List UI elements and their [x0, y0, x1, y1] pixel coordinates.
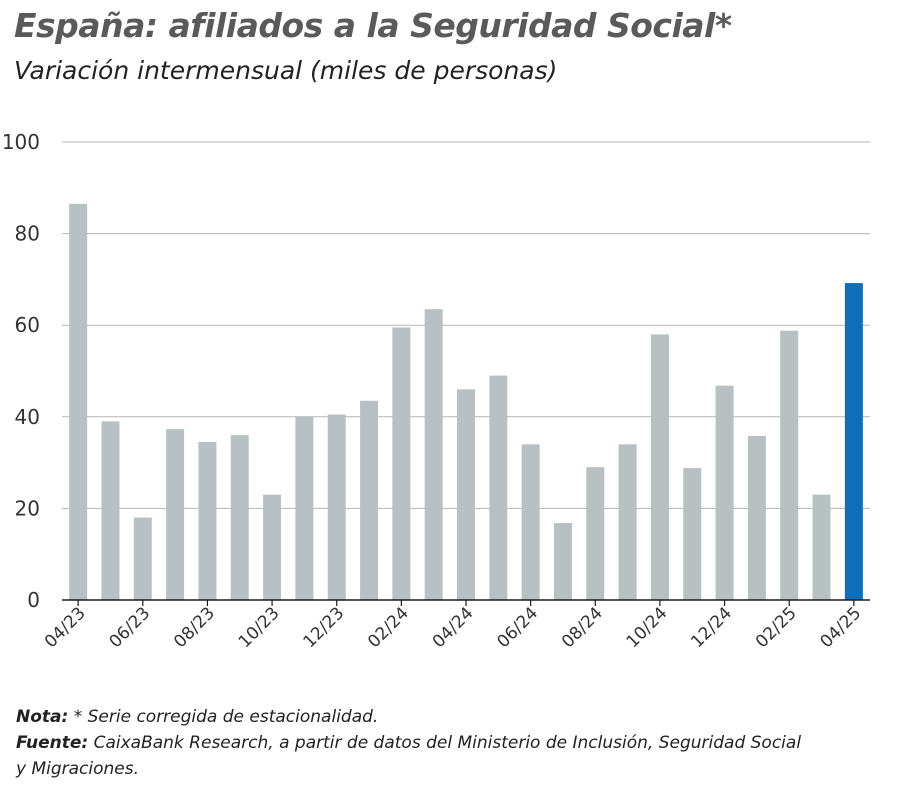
x-tick-label: 02/24	[364, 603, 413, 652]
x-tick-label: 06/23	[106, 603, 155, 652]
source-line-2: y Migraciones.	[16, 756, 801, 782]
bar-04/24	[457, 389, 475, 600]
bar-09/23	[230, 435, 249, 600]
x-tick-label: 02/25	[752, 603, 801, 652]
y-tick-label: 60	[15, 313, 40, 337]
bar-05/24	[489, 375, 508, 600]
bar-01/24	[360, 400, 379, 600]
bar-06/24	[521, 444, 540, 600]
note-line: Nota: * Serie corregida de estacionalida…	[16, 704, 801, 730]
source-text-2: y Migraciones.	[16, 759, 140, 779]
bar-03/25	[812, 494, 831, 600]
grid-lines	[62, 141, 870, 509]
y-tick-label: 100	[2, 130, 40, 154]
bar-05/23	[101, 421, 120, 600]
note-text: * Serie corregida de estacionalidad.	[68, 707, 379, 727]
x-tick-label: 10/23	[235, 603, 284, 652]
x-tick-label: 08/23	[170, 603, 219, 652]
bar-04/25	[844, 283, 863, 600]
bar-chart: 0 20 40 60 80 100 04/23 06/23 08/23 10/23 12/23 02…	[2, 130, 870, 652]
x-tick-label: 12/24	[687, 603, 736, 652]
bar-08/24	[586, 467, 605, 600]
source-text: CaixaBank Research, a partir de datos de…	[88, 733, 802, 753]
bar-07/24	[553, 523, 572, 600]
bar-03/24	[424, 309, 443, 600]
bar-12/24	[715, 385, 734, 600]
bar-10/23	[263, 494, 282, 600]
bars	[69, 203, 863, 600]
bar-06/23	[133, 517, 152, 600]
bar-10/24	[650, 334, 669, 600]
x-tick-label: 04/25	[817, 603, 866, 652]
x-tick-label: 04/23	[41, 603, 90, 652]
bar-02/25	[780, 330, 799, 600]
source-line: Fuente: CaixaBank Research, a partir de …	[16, 730, 801, 756]
bar-08/23	[198, 441, 217, 600]
y-tick-label: 0	[27, 588, 40, 612]
note-label: Nota:	[16, 707, 69, 727]
bar-12/23	[327, 414, 346, 600]
x-tick-label: 10/24	[623, 603, 672, 652]
y-tick-label: 40	[15, 405, 40, 429]
y-tick-label: 20	[15, 496, 40, 520]
chart-title: España: afiliados a la Seguridad Social*	[14, 6, 732, 45]
y-axis-tick-labels: 0 20 40 60 80 100	[2, 130, 40, 612]
x-tick-label: 08/24	[558, 603, 607, 652]
bar-02/24	[392, 327, 411, 600]
bar-09/24	[618, 444, 637, 600]
bar-04/23	[69, 203, 88, 600]
chart-subtitle: Variación intermensual (miles de persona…	[14, 56, 558, 85]
footnotes: Nota: * Serie corregida de estacionalida…	[16, 704, 801, 782]
x-tick-label: 12/23	[299, 603, 348, 652]
x-tick-label: 04/24	[429, 603, 478, 652]
bar-07/23	[166, 429, 185, 600]
x-axis-tick-labels: 04/23 06/23 08/23 10/23 12/23 02/24 04/24 06/24…	[41, 600, 865, 652]
bar-11/23	[295, 416, 314, 600]
x-tick-label: 06/24	[493, 603, 542, 652]
bar-11/24	[683, 468, 702, 600]
bar-01/25	[747, 436, 766, 600]
source-label: Fuente:	[16, 733, 89, 753]
y-tick-label: 80	[15, 222, 40, 246]
